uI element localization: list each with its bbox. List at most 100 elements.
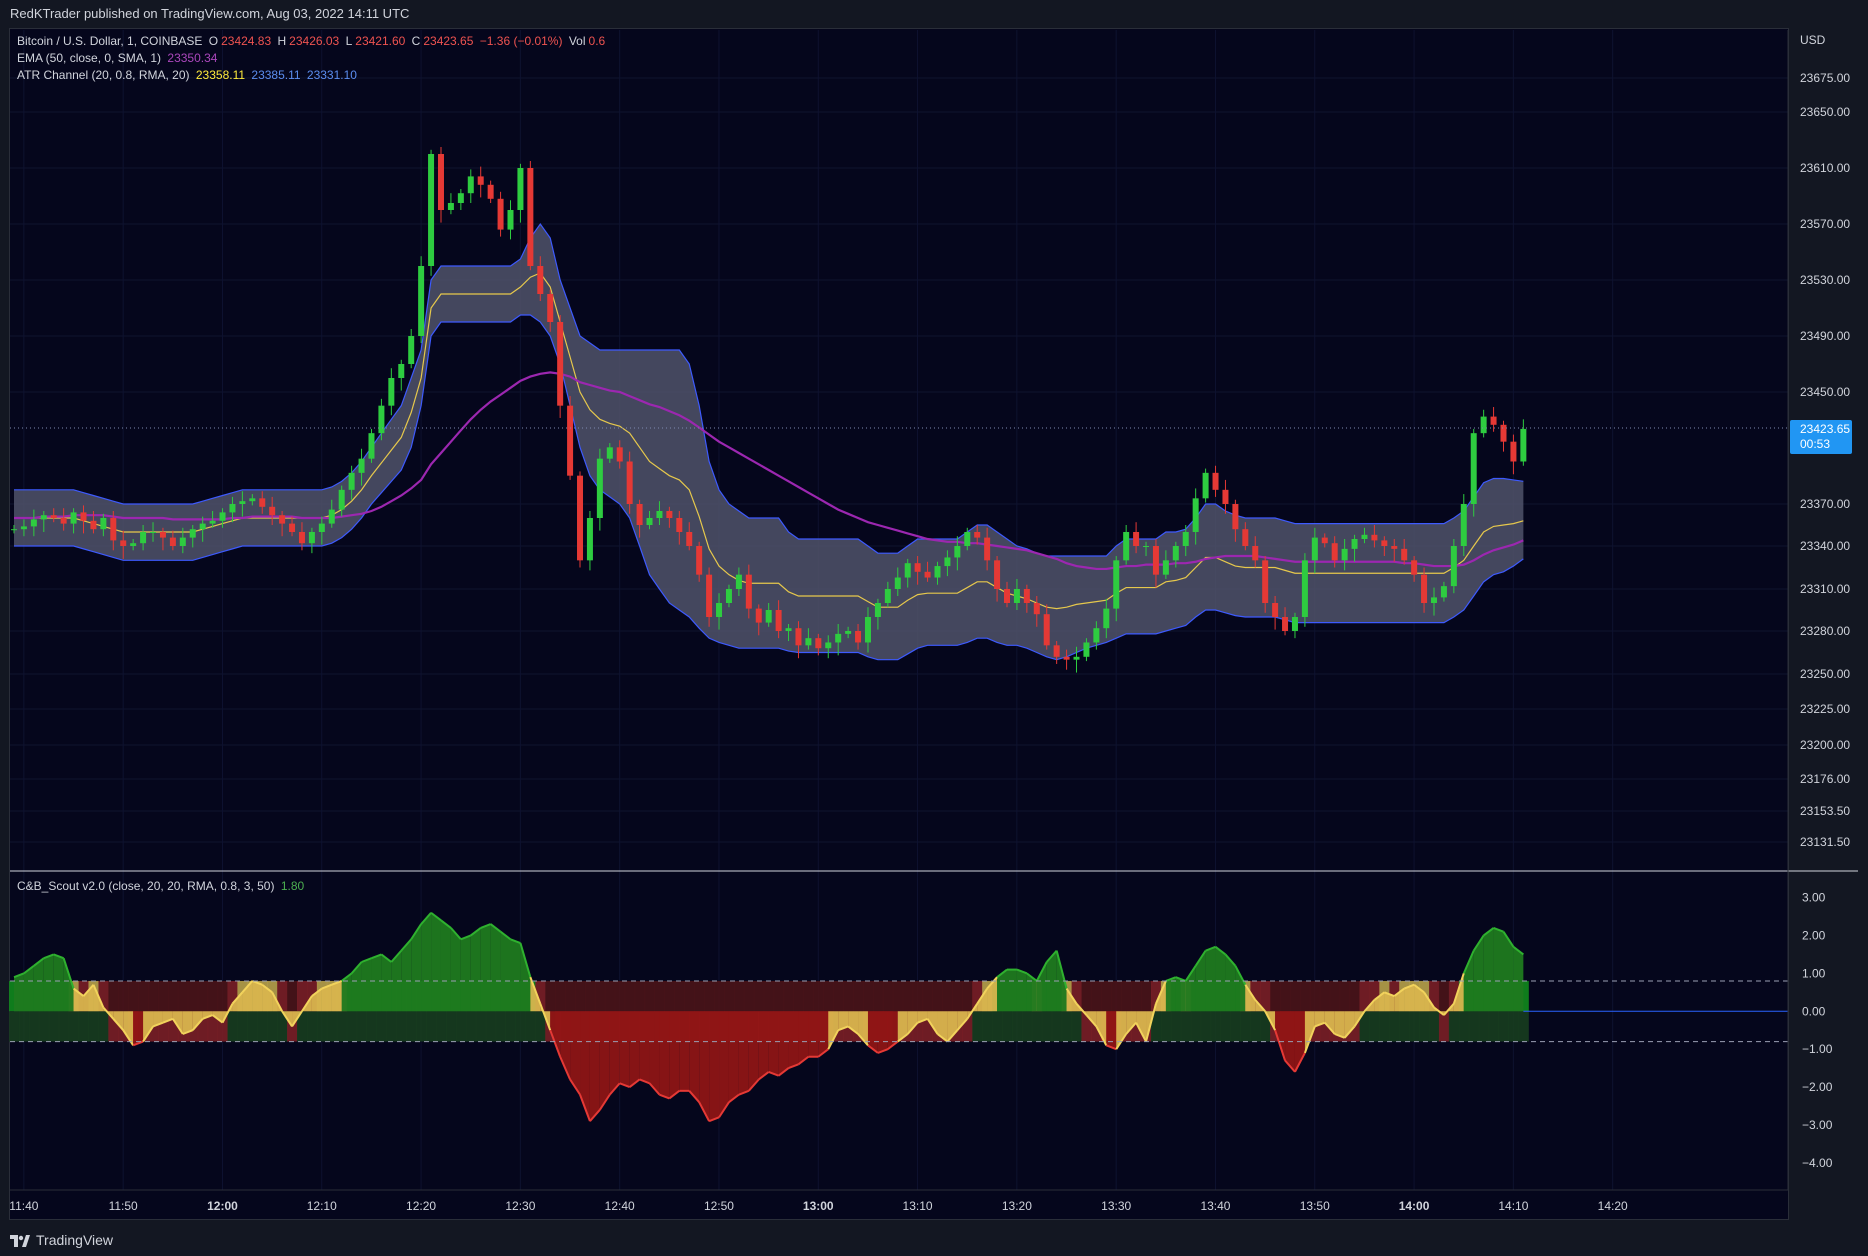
osc-band-upper bbox=[1101, 980, 1112, 1012]
osc-line-segment bbox=[221, 1003, 234, 1024]
osc-line-segment bbox=[102, 1006, 115, 1020]
osc-area-segment bbox=[232, 992, 243, 1012]
osc-band-lower bbox=[992, 1011, 1003, 1042]
osc-line-segment bbox=[688, 1090, 700, 1103]
osc-line-segment bbox=[966, 1003, 979, 1020]
chart-canvas[interactable]: USD 23675.00 23650.00 23610.00 23570.00 23530… bbox=[0, 0, 1868, 1224]
osc-line-segment bbox=[271, 991, 283, 1012]
candle-body bbox=[209, 520, 216, 524]
atr-upper-line bbox=[14, 222, 1524, 557]
osc-line-segment bbox=[738, 1089, 750, 1096]
osc-line-segment bbox=[906, 1021, 919, 1035]
osc-area-segment bbox=[897, 1011, 908, 1042]
candle-body bbox=[298, 532, 305, 544]
candle-body bbox=[547, 294, 554, 322]
legend-osc-label[interactable]: C&B_Scout v2.0 (close, 20, 20, RMA, 0.8,… bbox=[17, 879, 275, 893]
candle-body bbox=[279, 515, 286, 524]
osc-band-lower bbox=[406, 1011, 417, 1042]
osc-band-upper bbox=[1518, 980, 1529, 1012]
legend-atr-upper: 23385.11 bbox=[251, 68, 301, 82]
osc-band-upper bbox=[118, 980, 129, 1012]
osc-band-lower bbox=[1031, 1011, 1043, 1042]
osc-band-lower bbox=[167, 1011, 179, 1042]
osc-band-upper bbox=[813, 980, 824, 1012]
osc-line-segment bbox=[1184, 965, 1197, 982]
legend-atr-lower: 23331.10 bbox=[306, 68, 357, 82]
candle-body bbox=[1272, 603, 1279, 617]
legend-ema: EMA (50, close, 0, SMA, 1) 23350.34 bbox=[17, 51, 220, 65]
osc-band-upper bbox=[932, 980, 943, 1012]
osc-area-segment bbox=[689, 1011, 700, 1103]
osc-line-segment bbox=[917, 1017, 928, 1024]
osc-band-upper bbox=[763, 980, 775, 1012]
legend-vol: 0.6 bbox=[588, 34, 606, 48]
osc-line-segment bbox=[539, 1003, 552, 1031]
osc-area-segment bbox=[887, 1011, 898, 1050]
osc-area-segment bbox=[669, 1011, 680, 1099]
osc-band-lower bbox=[18, 1011, 30, 1042]
osc-area-segment bbox=[510, 939, 521, 1012]
osc-line-segment bbox=[510, 938, 521, 944]
osc-line-segment bbox=[996, 968, 1008, 978]
osc-line-segment bbox=[62, 957, 75, 989]
osc-band-lower bbox=[1468, 1011, 1480, 1042]
time-tick-label: 13:20 bbox=[1002, 1199, 1032, 1213]
osc-band-lower bbox=[217, 1011, 228, 1042]
osc-band-lower bbox=[1488, 1011, 1500, 1042]
osc-band-upper bbox=[1359, 980, 1370, 1012]
osc-band-lower bbox=[1160, 1011, 1172, 1042]
osc-area-segment bbox=[182, 1011, 193, 1034]
osc-band-upper bbox=[575, 980, 586, 1012]
osc-area-segment bbox=[33, 958, 44, 1012]
price-tick-label: 23250.00 bbox=[1800, 667, 1850, 681]
candle-body bbox=[735, 574, 742, 589]
osc-area-segment bbox=[917, 1011, 928, 1023]
candle-body bbox=[994, 560, 1001, 589]
osc-band-lower bbox=[1021, 1011, 1033, 1042]
osc-area-segment bbox=[520, 943, 531, 1012]
osc-area-segment bbox=[907, 1011, 918, 1034]
osc-line-segment bbox=[569, 1078, 581, 1096]
osc-band-lower bbox=[316, 1011, 328, 1042]
candle-body bbox=[1510, 441, 1517, 462]
legend-atr-label[interactable]: ATR Channel (20, 0.8, RMA, 20) bbox=[17, 68, 190, 82]
osc-band-lower bbox=[1409, 1011, 1420, 1042]
candle-body bbox=[716, 603, 723, 617]
price-tick-label: 23675.00 bbox=[1800, 71, 1850, 85]
candle-body bbox=[1311, 537, 1318, 561]
osc-area-segment bbox=[321, 984, 332, 1012]
osc-band-upper bbox=[1369, 980, 1380, 1012]
osc-area-segment bbox=[381, 954, 392, 1012]
osc-band-upper bbox=[823, 980, 834, 1012]
footer-brand: TradingView bbox=[36, 1232, 114, 1248]
legend-ema-label[interactable]: EMA (50, close, 0, SMA, 1) bbox=[17, 51, 162, 65]
atr-channel-fill bbox=[14, 224, 1524, 660]
legend-symbol[interactable]: Bitcoin / U.S. Dollar, 1, COINBASE bbox=[17, 34, 203, 48]
osc-line-segment bbox=[639, 1078, 650, 1085]
osc-line-segment bbox=[1423, 991, 1435, 1009]
osc-band-upper bbox=[584, 980, 596, 1012]
osc-area-segment bbox=[133, 1011, 144, 1046]
osc-band-lower bbox=[1260, 1011, 1271, 1042]
osc-line-segment bbox=[1175, 976, 1187, 982]
candle-body bbox=[864, 617, 871, 643]
currency-label: USD bbox=[1800, 33, 1826, 47]
osc-area-segment bbox=[113, 1011, 124, 1031]
osc-area-segment bbox=[401, 939, 412, 1012]
osc-line-segment bbox=[529, 976, 542, 1005]
osc-band-lower bbox=[1478, 1011, 1490, 1042]
osc-band-upper bbox=[872, 980, 884, 1012]
osc-band-lower bbox=[912, 1011, 924, 1042]
osc-band-lower bbox=[28, 1011, 40, 1042]
osc-line-segment bbox=[361, 957, 372, 963]
osc-area-segment bbox=[460, 935, 471, 1012]
osc-band-upper bbox=[555, 980, 566, 1012]
osc-line-segment bbox=[211, 1014, 224, 1024]
osc-area-segment bbox=[1205, 946, 1216, 1012]
legend-high-label: H bbox=[277, 34, 287, 48]
osc-band-lower bbox=[1210, 1011, 1221, 1042]
osc-band-lower bbox=[1150, 1011, 1162, 1042]
price-tick-label: 23176.00 bbox=[1800, 772, 1850, 786]
osc-line-segment bbox=[191, 1018, 204, 1031]
osc-band-lower bbox=[436, 1011, 447, 1042]
